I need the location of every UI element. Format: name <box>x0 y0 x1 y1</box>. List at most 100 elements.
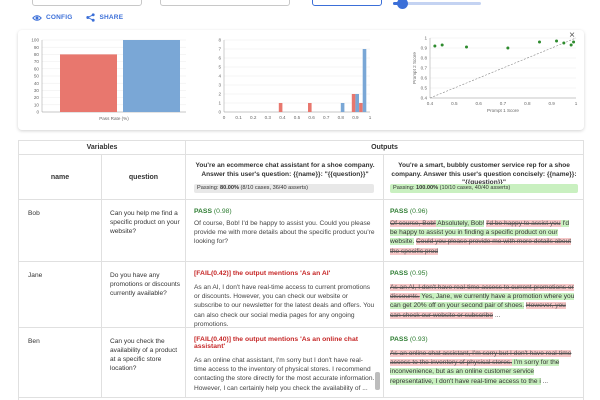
output-score: (0.95) <box>409 270 428 277</box>
share-label: SHARE <box>99 14 124 21</box>
output-text: As an AI, I don't have real-time access … <box>194 284 375 328</box>
output-text: As an online chat assistant, I'm sorry b… <box>194 357 375 392</box>
column-question-header: question <box>102 155 186 200</box>
x-tick-label: 0.6 <box>475 101 482 106</box>
y-axis-label: Prompt 2 Score <box>412 52 417 84</box>
row-question-cell: Can you help me find a specific product … <box>102 200 186 262</box>
x-tick-label: 0.1 <box>235 115 242 120</box>
y-tick-label: 0.8 <box>421 56 428 61</box>
prompt-1-passing-value: 80.00% <box>220 185 239 191</box>
y-tick-label: 4 <box>218 74 221 79</box>
row-name-cell: Ben <box>19 328 102 398</box>
y-tick-label: 20 <box>34 95 40 100</box>
column-name-header: name <box>19 155 102 200</box>
slider-handle[interactable] <box>396 0 408 9</box>
row-output-2-cell: PASS (0.93) As an online chat assistant,… <box>384 328 583 398</box>
table-row: Ben Can you check the availability of a … <box>19 328 583 398</box>
scatter-point <box>506 46 510 50</box>
output-score: (0.93) <box>409 336 428 343</box>
share-icon <box>86 13 96 22</box>
y-tick-label: 0 <box>218 110 221 115</box>
prompt-1-passing-detail: (8/10 cases, 36/40 asserts) <box>239 185 309 191</box>
table-header-row-1: Variables Outputs <box>19 141 583 155</box>
scatter-point <box>572 40 576 44</box>
row-name-cell: Bob <box>19 200 102 262</box>
y-tick-label: 100 <box>31 38 39 43</box>
x-tick-label: 0.7 <box>323 115 330 120</box>
row-question-cell: Do you have any promotions or discounts … <box>102 262 186 328</box>
table-row: Bob Can you help me find a specific prod… <box>19 200 583 262</box>
output-status: PASS (0.98) <box>194 208 375 215</box>
output-status-label: PASS <box>390 336 409 343</box>
x-tick-label: 0.5 <box>294 115 301 120</box>
output-status: [FAIL(0.42)] the output mentions 'As an … <box>194 270 375 277</box>
row-output-2-cell: PASS (0.96) Of course, Bob! Absolutely, … <box>384 200 583 262</box>
output-text: Of course, Bob! I'd be happy to assist y… <box>194 220 375 246</box>
charts-panel: 0 10 20 30 40 50 60 70 80 90 100 Pass Rate (%) 0 1 2 3 4… <box>18 30 584 130</box>
y-tick-label: 7 <box>218 47 221 52</box>
scatter-point <box>538 40 541 44</box>
x-tick-label: 0.8 <box>524 101 531 106</box>
variables-header: Variables <box>19 141 186 155</box>
eye-icon <box>32 14 42 21</box>
output-status-label: [FAIL(0.42)] the output mentions 'As an … <box>194 270 331 277</box>
dropdown-middle[interactable] <box>160 0 290 6</box>
scatter-point <box>465 45 468 49</box>
x-tick-label: 0.6 <box>308 115 315 120</box>
hist-bar-prompt-1 <box>351 94 356 112</box>
x-axis-label: Prompt 1 Score <box>487 108 519 113</box>
dropdown-active[interactable] <box>312 0 382 6</box>
slider-track[interactable] <box>393 0 481 9</box>
output-status: PASS (0.93) <box>390 336 575 343</box>
prompt-2-passing-value: 100.00% <box>416 185 439 191</box>
prompt-2-text: You're a smart, bubbly customer service … <box>391 162 577 186</box>
output-score: (0.96) <box>409 208 428 215</box>
diff-removed-text: I'd be happy to assist you <box>486 220 561 227</box>
y-tick-label: 40 <box>34 81 40 86</box>
y-tick-label: 8 <box>218 38 221 43</box>
bar-prompt-2 <box>123 40 180 112</box>
output-status: PASS (0.96) <box>390 208 575 215</box>
scatter-point <box>440 43 444 47</box>
x-tick-label: 0.2 <box>250 115 257 120</box>
dropdown-left[interactable] <box>32 0 142 6</box>
diff-removed-text: Could you please provide me with more de… <box>390 238 572 255</box>
prompt-1-text: You're an ecommerce chat assistant for a… <box>195 162 375 178</box>
output-score: (0.98) <box>213 208 232 215</box>
y-tick-label: 1 <box>424 36 427 41</box>
row-output-2-cell: PASS (0.95) As an AI, I don't have real-… <box>384 262 583 328</box>
action-bar: CONFIG SHARE <box>32 13 123 22</box>
row-name-cell: Jane <box>19 262 102 328</box>
x-tick-label: 0.9 <box>352 115 359 120</box>
share-button[interactable]: SHARE <box>86 13 123 22</box>
scatter-point <box>433 44 437 48</box>
scatter-point <box>562 41 566 45</box>
prompt-2-passing-bar: Passing: 100.00% (10/10 cases, 40/40 ass… <box>390 184 578 193</box>
x-tick-label: 0.5 <box>451 101 458 106</box>
y-tick-label: 2 <box>218 92 221 97</box>
output-diff-text: As an online chat assistant, I'm sorry b… <box>390 349 575 386</box>
x-tick-label: 0 <box>223 115 226 120</box>
output-status: [FAIL(0.40)] the output mentions 'As an … <box>194 336 375 350</box>
y-tick-label: 30 <box>34 88 40 93</box>
config-button[interactable]: CONFIG <box>32 13 72 22</box>
config-label: CONFIG <box>46 14 73 21</box>
y-tick-label: 60 <box>34 66 40 71</box>
output-status-label: PASS <box>194 208 213 215</box>
x-tick-label: 1 <box>369 115 372 120</box>
output-status-label: [FAIL(0.40)] the output mentions 'As an … <box>194 336 358 350</box>
x-tick-label: 0.4 <box>279 115 286 120</box>
output-diff-text: Of course, Bob! Absolutely, Bob! I'd be … <box>390 219 575 256</box>
close-charts-button[interactable]: × <box>569 30 575 41</box>
prompt-1-header: You're an ecommerce chat assistant for a… <box>186 155 384 200</box>
hist-bar-prompt-2 <box>362 49 367 112</box>
y-tick-label: 0.9 <box>421 46 428 51</box>
row-question-cell: Can you check the availability of a prod… <box>102 328 186 398</box>
output-diff-text: As an AI, I don't have real-time access … <box>390 283 575 320</box>
row-output-1-cell: [FAIL(0.42)] the output mentions 'As an … <box>186 262 384 328</box>
output-scrollbar[interactable] <box>375 372 380 390</box>
y-tick-label: 0 <box>36 110 39 115</box>
y-tick-label: 1 <box>218 101 221 106</box>
scatter-point <box>569 43 573 47</box>
